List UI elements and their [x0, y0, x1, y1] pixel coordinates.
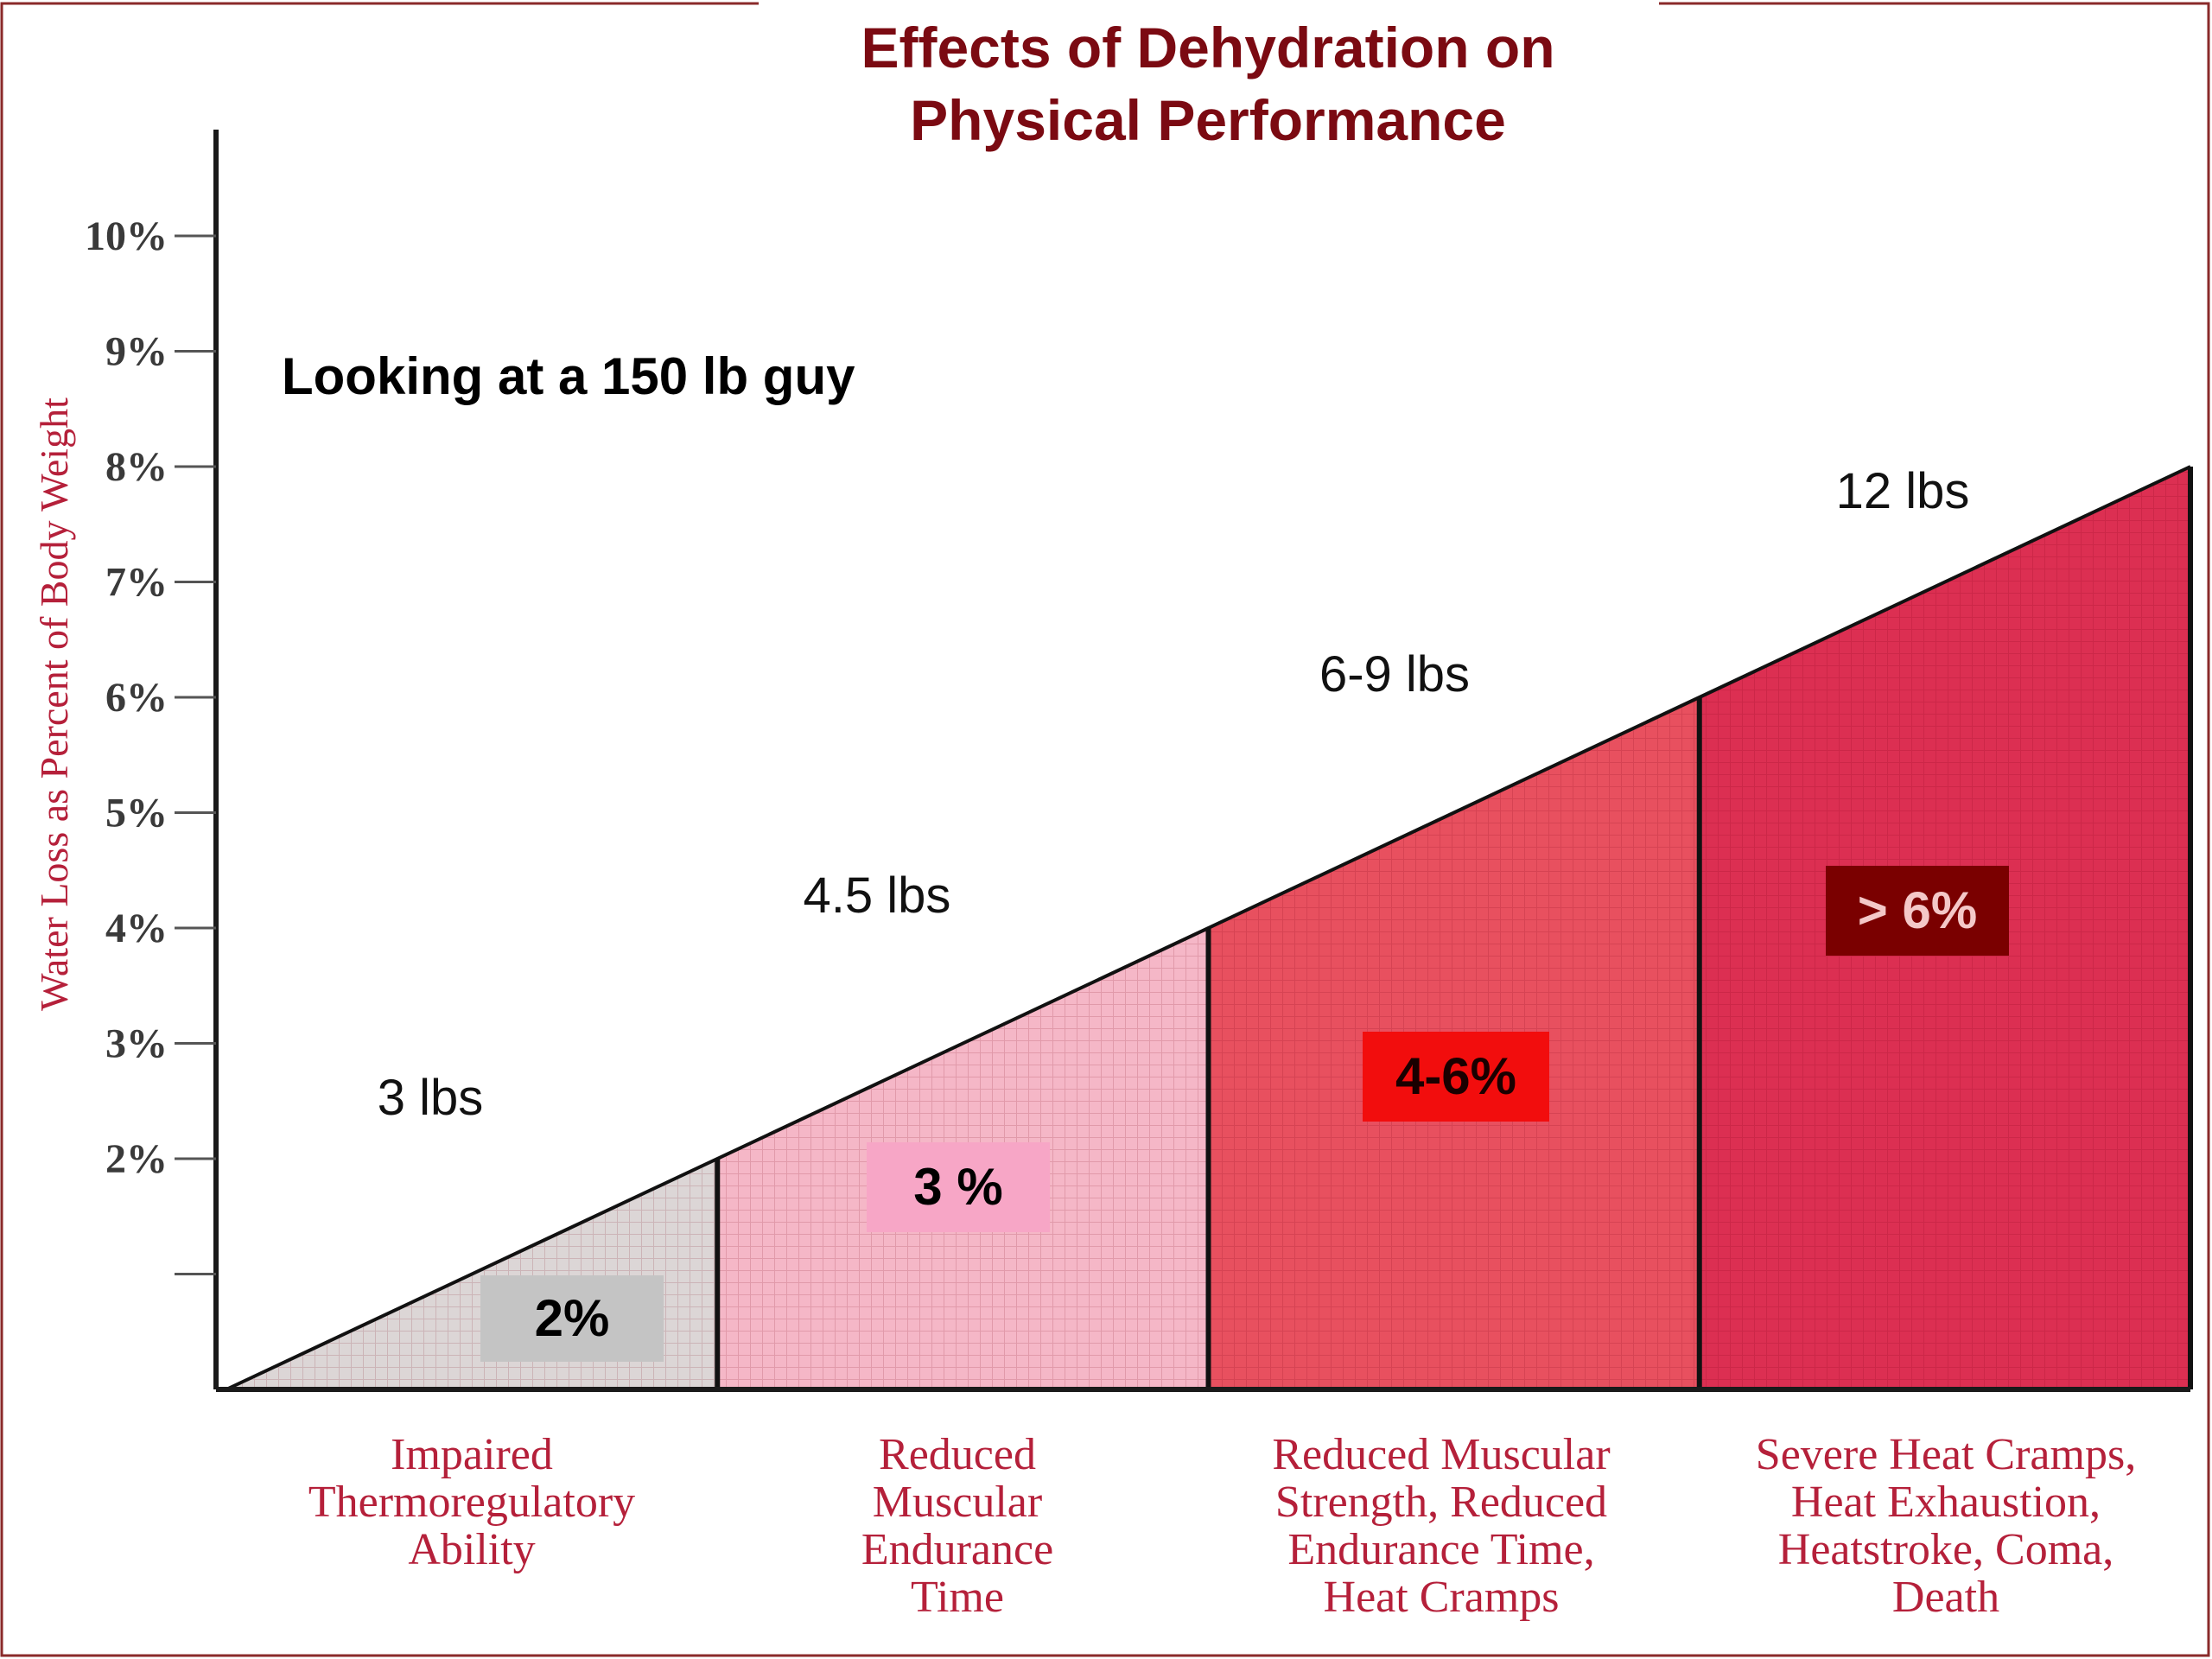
effect-label-2-line-2: Muscular [873, 1478, 1042, 1527]
threshold-badge-bg-2 [867, 1142, 1050, 1232]
effect-label-4-line-4: Death [1892, 1573, 1999, 1622]
y-tick-label-5: 5% [105, 791, 168, 836]
effect-label-4-line-3: Heatstroke, Coma, [1778, 1525, 2113, 1574]
y-tick-label-6: 6% [105, 675, 168, 721]
weight-label-1: 3 lbs [378, 1070, 484, 1126]
y-tick-label-7: 7% [105, 560, 168, 606]
y-axis: 2% 3% 4% 5% 6% 7% 8% 9% 10% [85, 130, 2190, 1392]
effect-label-2-line-3: Endurance [861, 1525, 1053, 1574]
y-tick-label-4: 4% [105, 906, 168, 951]
badges-layer: 2% 3 % 4-6% > 6% [480, 866, 2009, 1362]
threshold-badge-3: 4-6% [1395, 1047, 1516, 1105]
threshold-badge-4: > 6% [1858, 881, 1977, 939]
y-tick-label-8: 8% [105, 444, 168, 490]
y-tick-label-3: 3% [105, 1021, 168, 1067]
threshold-badge-bg-1 [480, 1275, 664, 1362]
y-tick-label-9: 9% [105, 329, 168, 375]
effect-label-4-line-2: Heat Exhaustion, [1791, 1478, 2101, 1527]
lines-layer [226, 465, 2193, 1391]
threshold-badge-bg-4 [1826, 866, 2009, 956]
effect-label-1-line-2: Thermoregulatory [308, 1478, 635, 1527]
effect-label-3-line-3: Endurance Time, [1287, 1525, 1594, 1574]
threshold-badge-1: 2% [535, 1289, 610, 1347]
weight-label-3: 6-9 lbs [1319, 646, 1470, 702]
y-tick-label-2: 2% [105, 1136, 168, 1182]
effect-label-3-line-2: Strength, Reduced [1275, 1478, 1607, 1527]
effect-label-2-line-1: Reduced [879, 1430, 1036, 1479]
effect-label-3-line-4: Heat Cramps [1324, 1573, 1560, 1622]
effect-label-1-line-3: Ability [408, 1525, 535, 1574]
chart-title-line-1: Effects of Dehydration on [861, 16, 1554, 79]
y-tick-label-10: 10% [85, 213, 168, 259]
weight-label-2: 4.5 lbs [804, 868, 951, 924]
weight-label-4: 12 lbs [1836, 463, 1970, 519]
effect-label-3-line-1: Reduced Muscular [1272, 1430, 1610, 1479]
weight-labels-layer: 3 lbs 4.5 lbs 6-9 lbs 12 lbs [378, 463, 1970, 1126]
title-backdrop [759, 0, 1659, 166]
effect-label-2-line-4: Time [911, 1573, 1004, 1622]
chart-title-line-2: Physical Performance [910, 88, 1506, 152]
threshold-badge-bg-3 [1363, 1032, 1549, 1122]
y-axis-label: Water Loss as Percent of Body Weight [32, 397, 76, 1011]
threshold-badge-2: 3 % [913, 1158, 1002, 1216]
chart-subtitle: Looking at a 150 lb guy [282, 347, 855, 405]
effect-label-1-line-1: Impaired [391, 1430, 553, 1479]
effect-label-4-line-1: Severe Heat Cramps, [1756, 1430, 2136, 1479]
